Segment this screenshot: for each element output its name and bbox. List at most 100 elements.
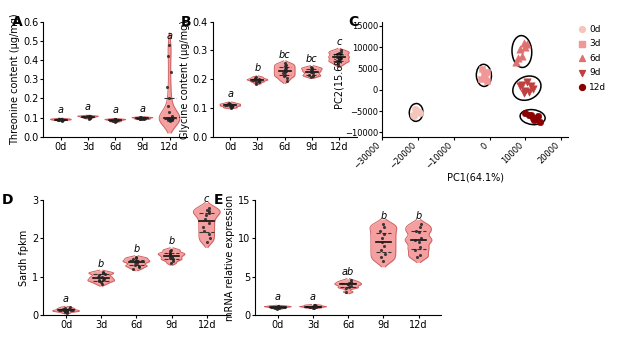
Point: [281, 62, 291, 68]
Point: [521, 45, 531, 50]
Point: [280, 69, 290, 75]
Point: [408, 111, 418, 117]
Point: [54, 115, 64, 121]
Point: [281, 68, 291, 73]
Point: [57, 118, 67, 124]
Text: a: a: [58, 105, 64, 115]
Point: [167, 117, 177, 123]
Point: [281, 78, 291, 84]
Point: [60, 305, 70, 311]
Point: [226, 105, 236, 111]
Point: [201, 212, 210, 218]
Point: [308, 305, 318, 311]
Point: [481, 73, 491, 79]
Point: [308, 73, 318, 79]
Point: [410, 237, 420, 243]
Point: [59, 307, 68, 313]
Point: [482, 79, 492, 84]
Point: [98, 270, 108, 276]
Point: [166, 247, 176, 253]
Point: [308, 304, 318, 310]
Point: [204, 210, 214, 216]
Point: [83, 114, 93, 119]
Text: E: E: [214, 193, 223, 207]
Point: [305, 69, 315, 75]
Point: [128, 256, 138, 262]
Point: [85, 114, 94, 119]
Point: [271, 304, 281, 310]
Point: [306, 67, 316, 73]
Point: [515, 46, 525, 52]
Point: [94, 278, 104, 284]
Point: [531, 116, 541, 122]
Point: [274, 305, 284, 311]
Text: b: b: [254, 63, 260, 73]
Point: [139, 115, 149, 121]
Point: [416, 222, 426, 227]
Point: [524, 111, 534, 117]
Point: [275, 304, 284, 310]
Point: [204, 232, 214, 237]
Point: [281, 60, 291, 66]
Point: [254, 79, 263, 85]
Text: D: D: [2, 193, 14, 207]
Point: [110, 118, 120, 123]
Point: [346, 279, 355, 285]
Point: [343, 281, 353, 287]
Text: b: b: [168, 236, 175, 246]
Point: [168, 258, 178, 264]
Point: [56, 116, 66, 122]
Point: [310, 303, 320, 309]
Point: [270, 305, 280, 311]
Point: [517, 53, 527, 59]
Point: [167, 113, 176, 118]
Text: a: a: [139, 104, 146, 114]
Point: [202, 239, 212, 245]
Point: [250, 75, 260, 81]
Point: [199, 224, 209, 230]
Point: [333, 62, 343, 68]
Point: [80, 114, 90, 120]
Point: [254, 77, 264, 83]
Point: [271, 304, 281, 310]
Point: [282, 75, 292, 81]
Point: [60, 308, 70, 313]
Point: [529, 117, 539, 123]
Point: [94, 272, 104, 278]
Point: [375, 228, 385, 233]
Text: b: b: [415, 211, 421, 221]
Point: [416, 235, 426, 241]
Point: [168, 256, 178, 262]
Point: [86, 115, 96, 121]
Point: [60, 309, 70, 315]
Point: [306, 64, 316, 70]
Point: [93, 274, 103, 279]
Point: [111, 118, 121, 124]
Point: [134, 263, 144, 269]
Point: [344, 285, 354, 290]
Point: [164, 115, 173, 121]
Point: [225, 101, 235, 107]
Point: [347, 278, 357, 283]
Point: [526, 84, 536, 89]
Text: c: c: [204, 194, 209, 204]
Point: [526, 113, 536, 118]
Point: [414, 229, 424, 235]
Point: [164, 96, 174, 101]
Point: [528, 115, 537, 121]
Point: [163, 117, 173, 123]
Point: [312, 304, 321, 310]
Point: [57, 117, 67, 123]
Point: [280, 63, 289, 69]
Point: [135, 115, 145, 121]
Y-axis label: PC2(15.6%): PC2(15.6%): [333, 51, 343, 108]
Text: a: a: [227, 89, 233, 99]
Point: [334, 53, 344, 59]
Point: [378, 222, 387, 227]
Point: [84, 115, 94, 121]
Point: [521, 88, 531, 94]
Point: [97, 281, 107, 287]
Point: [225, 103, 234, 109]
Point: [280, 66, 289, 72]
Point: [138, 115, 148, 121]
